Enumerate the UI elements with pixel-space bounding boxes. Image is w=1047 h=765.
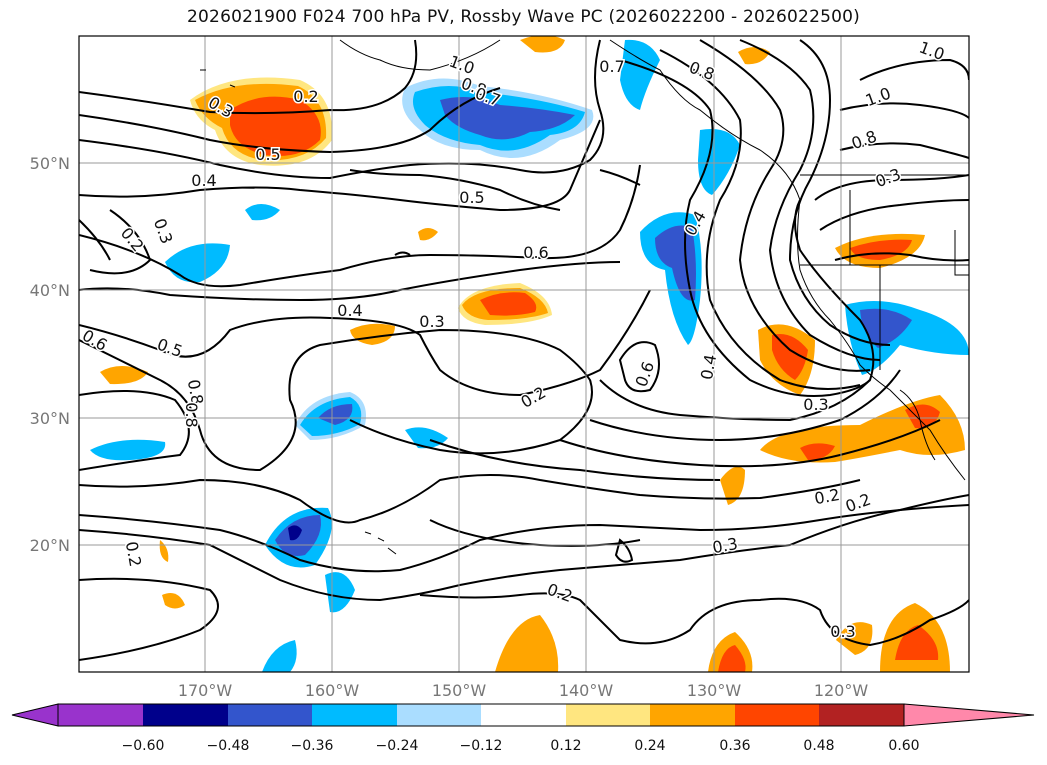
lon-label: 170°W	[178, 681, 233, 700]
colorbar-extend-max	[903, 703, 1035, 727]
contour-label: 0.6	[523, 243, 548, 262]
contour-label: 0.2	[293, 87, 318, 106]
contour-label: 0.3	[873, 165, 903, 192]
contour-label: 0.2	[122, 540, 145, 568]
colorbar-tick-label: 0.24	[634, 738, 665, 754]
colorbar	[11, 703, 1035, 727]
contour-label: 0.7	[599, 57, 624, 76]
lat-label: 50°N	[30, 154, 70, 173]
contour-label: 0.4	[191, 171, 216, 190]
colorbar-tick-label: −0.12	[460, 738, 503, 754]
lat-label: 40°N	[30, 281, 70, 300]
colorbar-tick-label: 0.48	[803, 738, 834, 754]
colorbar-tick-label: −0.60	[122, 738, 165, 754]
colorbar-tick-label: −0.24	[376, 738, 419, 754]
colorbar-tick-label: −0.48	[207, 738, 250, 754]
contour-label: 0.8	[182, 402, 201, 427]
longitude-labels: 170°W 160°W 150°W 140°W 130°W 120°W	[178, 681, 869, 700]
coastline	[200, 39, 969, 555]
contour-layer	[79, 39, 969, 661]
contour-label: 0.2	[117, 224, 148, 256]
contour-label: 0.2	[843, 490, 873, 517]
colorbar-swatch	[819, 704, 904, 726]
lon-label: 160°W	[305, 681, 360, 700]
colorbar-outline	[57, 703, 905, 727]
contour-label: 0.8	[849, 127, 879, 154]
map-frame	[78, 35, 970, 673]
contour-label: 0.8	[687, 58, 717, 85]
colorbar-tick-label: 0.12	[550, 738, 581, 754]
shading-layer	[90, 36, 969, 672]
contour-label: 0.3	[830, 622, 855, 641]
colorbar-tick-label: 0.60	[888, 738, 919, 754]
graticule	[79, 36, 969, 672]
colorbar-swatch	[481, 704, 566, 726]
contour-label: 0.2	[813, 485, 841, 508]
lon-label: 150°W	[432, 681, 487, 700]
contour-label: 0.4	[697, 353, 720, 381]
colorbar-tick-label: 0.36	[719, 738, 750, 754]
contour-label: 0.3	[711, 534, 739, 557]
colorbar-extend-min	[11, 703, 59, 727]
lon-label: 140°W	[559, 681, 614, 700]
lat-label: 20°N	[30, 536, 70, 555]
colorbar-swatch	[735, 704, 819, 726]
colorbar-tick-labels: −0.60 −0.48 −0.36 −0.24 −0.12 0.12 0.24 …	[122, 738, 920, 754]
latitude-labels: 50°N 40°N 30°N 20°N	[30, 154, 70, 555]
lon-label: 130°W	[687, 681, 742, 700]
map-title: 2026021900 F024 700 hPa PV, Rossby Wave …	[187, 7, 860, 27]
contour-label: 0.6	[79, 326, 111, 355]
contour-label: 1.0	[863, 84, 893, 111]
colorbar-tick-label: −0.36	[291, 738, 334, 754]
colorbar-swatch	[228, 704, 312, 726]
colorbar-swatch	[566, 704, 650, 726]
colorbar-swatch	[650, 704, 735, 726]
lon-label: 120°W	[814, 681, 869, 700]
colorbar-swatch	[397, 704, 481, 726]
lat-label: 30°N	[30, 409, 70, 428]
contour-label: 0.4	[337, 301, 362, 320]
contour-label: 0.2	[545, 580, 575, 607]
contour-label: 0.3	[150, 216, 177, 246]
colorbar-swatch	[312, 704, 397, 726]
contour-label: 0.3	[419, 312, 444, 331]
contour-label: 0.3	[803, 395, 828, 414]
colorbar-swatch	[58, 704, 143, 726]
contour-label: 0.2	[517, 383, 549, 412]
contour-label: 0.5	[255, 145, 280, 164]
contour-label: 0.5	[459, 188, 484, 207]
colorbar-swatch	[143, 704, 228, 726]
